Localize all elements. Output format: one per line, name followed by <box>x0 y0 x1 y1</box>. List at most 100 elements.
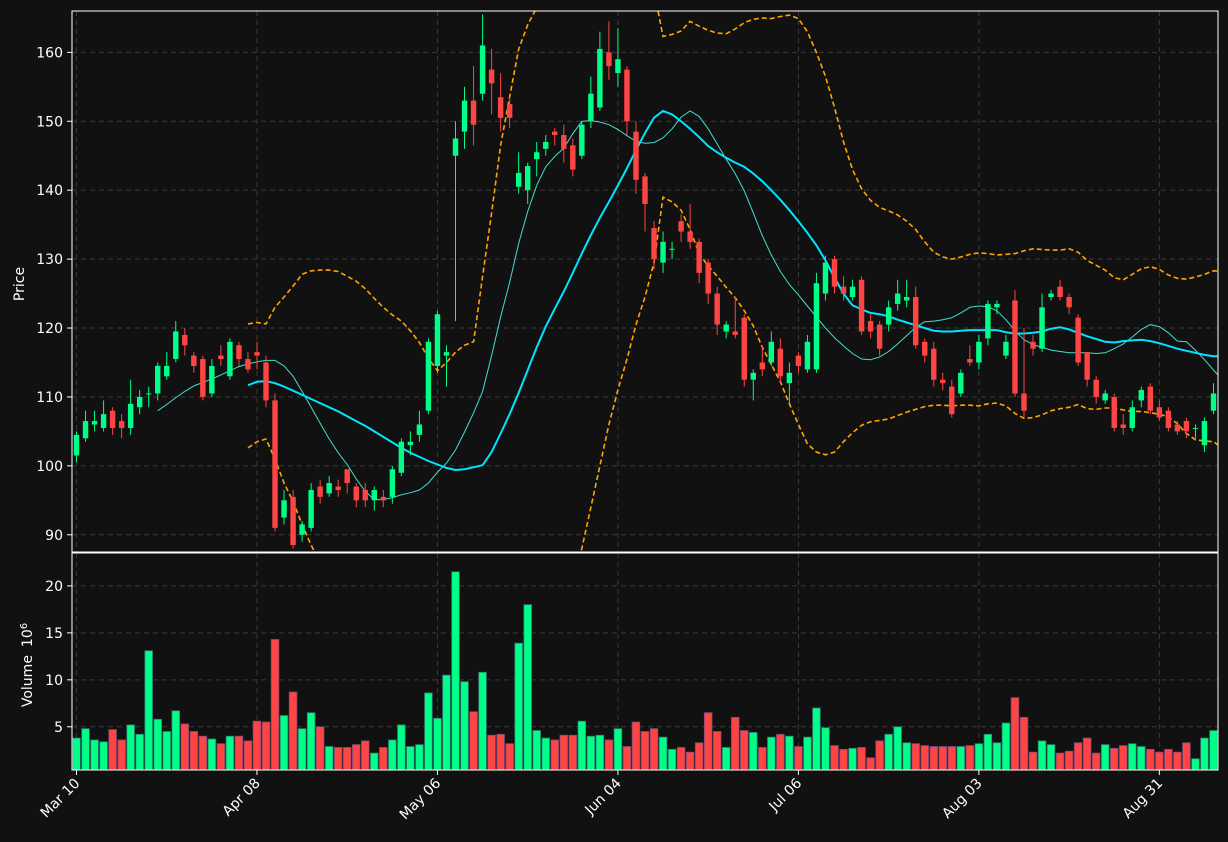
candle-body <box>1066 297 1072 308</box>
volume-bar <box>90 739 99 770</box>
volume-bar <box>306 712 316 770</box>
candle-body <box>136 396 143 408</box>
price-gridlines <box>72 11 1218 552</box>
volume-bar <box>270 639 280 770</box>
candle-body <box>543 141 549 149</box>
volume-bar <box>216 743 226 770</box>
volume-bar <box>694 742 704 770</box>
volume-bar <box>848 747 857 770</box>
volume-bar <box>451 571 460 770</box>
candle-body <box>624 69 630 122</box>
volume-bar <box>794 746 803 770</box>
volume-bar <box>379 747 388 770</box>
volume-bar <box>965 745 975 770</box>
volume-bar <box>721 747 731 770</box>
candle-body <box>254 352 260 356</box>
candle-body <box>858 279 865 332</box>
candle-body <box>750 372 756 380</box>
candle-body <box>317 486 323 497</box>
volume-bar <box>1146 748 1155 770</box>
candle-body <box>849 286 856 298</box>
volume-bar <box>1182 742 1191 770</box>
candle-body <box>1093 379 1099 397</box>
volume-bar <box>703 712 713 770</box>
price-axis-title: Price <box>12 267 28 301</box>
volume-bar <box>478 671 487 770</box>
candle-body <box>867 321 874 332</box>
price-tick-label: 150 <box>36 114 63 130</box>
candle-body <box>894 293 901 304</box>
candle-body <box>687 231 693 242</box>
volume-bar <box>198 735 208 770</box>
volume-bar <box>315 726 325 770</box>
candle-body <box>308 489 314 528</box>
volume-bar <box>1010 697 1020 770</box>
volume-bar <box>1200 737 1209 770</box>
candle-body <box>380 496 387 501</box>
volume-bar <box>785 735 794 770</box>
candle-body <box>1111 396 1117 428</box>
candle-body <box>976 341 982 363</box>
volume-bar <box>153 718 162 770</box>
candle-body <box>91 421 98 425</box>
volume-bar <box>893 726 902 770</box>
volume-bar <box>352 744 361 770</box>
volume-bar <box>1046 744 1056 770</box>
candle-body <box>362 489 368 501</box>
volume-bar <box>613 728 623 770</box>
volume-bar <box>297 728 307 770</box>
volume-bar <box>189 731 199 770</box>
volume-bar <box>433 717 442 770</box>
volume-bar <box>361 740 370 770</box>
volume-bar <box>667 748 677 770</box>
candle-body <box>145 393 152 395</box>
volume-bar <box>144 650 153 770</box>
candle-body <box>1165 410 1172 428</box>
volume-bar <box>992 742 1002 770</box>
price-tick-label: 140 <box>36 183 63 199</box>
volume-bar <box>162 731 171 770</box>
volume-bar <box>1064 750 1074 770</box>
price-candles <box>73 14 1217 549</box>
volume-bar <box>947 746 957 770</box>
volume-axis-title-scale: 10 <box>20 629 36 647</box>
candle-body <box>795 355 802 366</box>
candle-body <box>615 59 621 74</box>
volume-bar <box>604 739 614 770</box>
volume-bar <box>776 733 785 770</box>
candle-body <box>118 421 125 428</box>
volume-bar <box>108 729 117 770</box>
candle-body <box>732 331 738 335</box>
candle-body <box>263 362 269 401</box>
candle-body <box>1075 317 1081 363</box>
volume-bar <box>541 737 550 770</box>
volume-axis-title: Volume 106 <box>19 623 37 707</box>
volume-bar <box>252 720 262 770</box>
ma-long-line <box>247 109 1218 471</box>
candle-body <box>967 359 973 363</box>
volume-bar <box>279 715 289 770</box>
volume-panel-frame <box>71 552 1219 771</box>
candle-body <box>1129 407 1135 428</box>
price-tick-label: 160 <box>36 45 63 61</box>
volume-bar <box>568 734 578 770</box>
volume-bar <box>586 735 596 770</box>
volume-bar <box>938 746 948 770</box>
candle-body <box>236 345 242 360</box>
volume-bar <box>388 739 397 770</box>
candle-body <box>73 434 80 456</box>
candle-body <box>885 307 892 325</box>
volume-bar <box>1155 751 1164 770</box>
volume-tick-label: 5 <box>54 720 63 736</box>
candle-body <box>109 410 116 428</box>
candle-body <box>164 365 170 377</box>
volume-bar <box>1191 758 1200 770</box>
candle-body <box>461 100 468 132</box>
candle-body <box>100 414 107 428</box>
volume-bar <box>920 745 929 770</box>
candle-body <box>173 331 179 360</box>
candle-body <box>452 138 459 156</box>
volume-bar <box>731 716 740 770</box>
candle-body <box>705 262 711 294</box>
